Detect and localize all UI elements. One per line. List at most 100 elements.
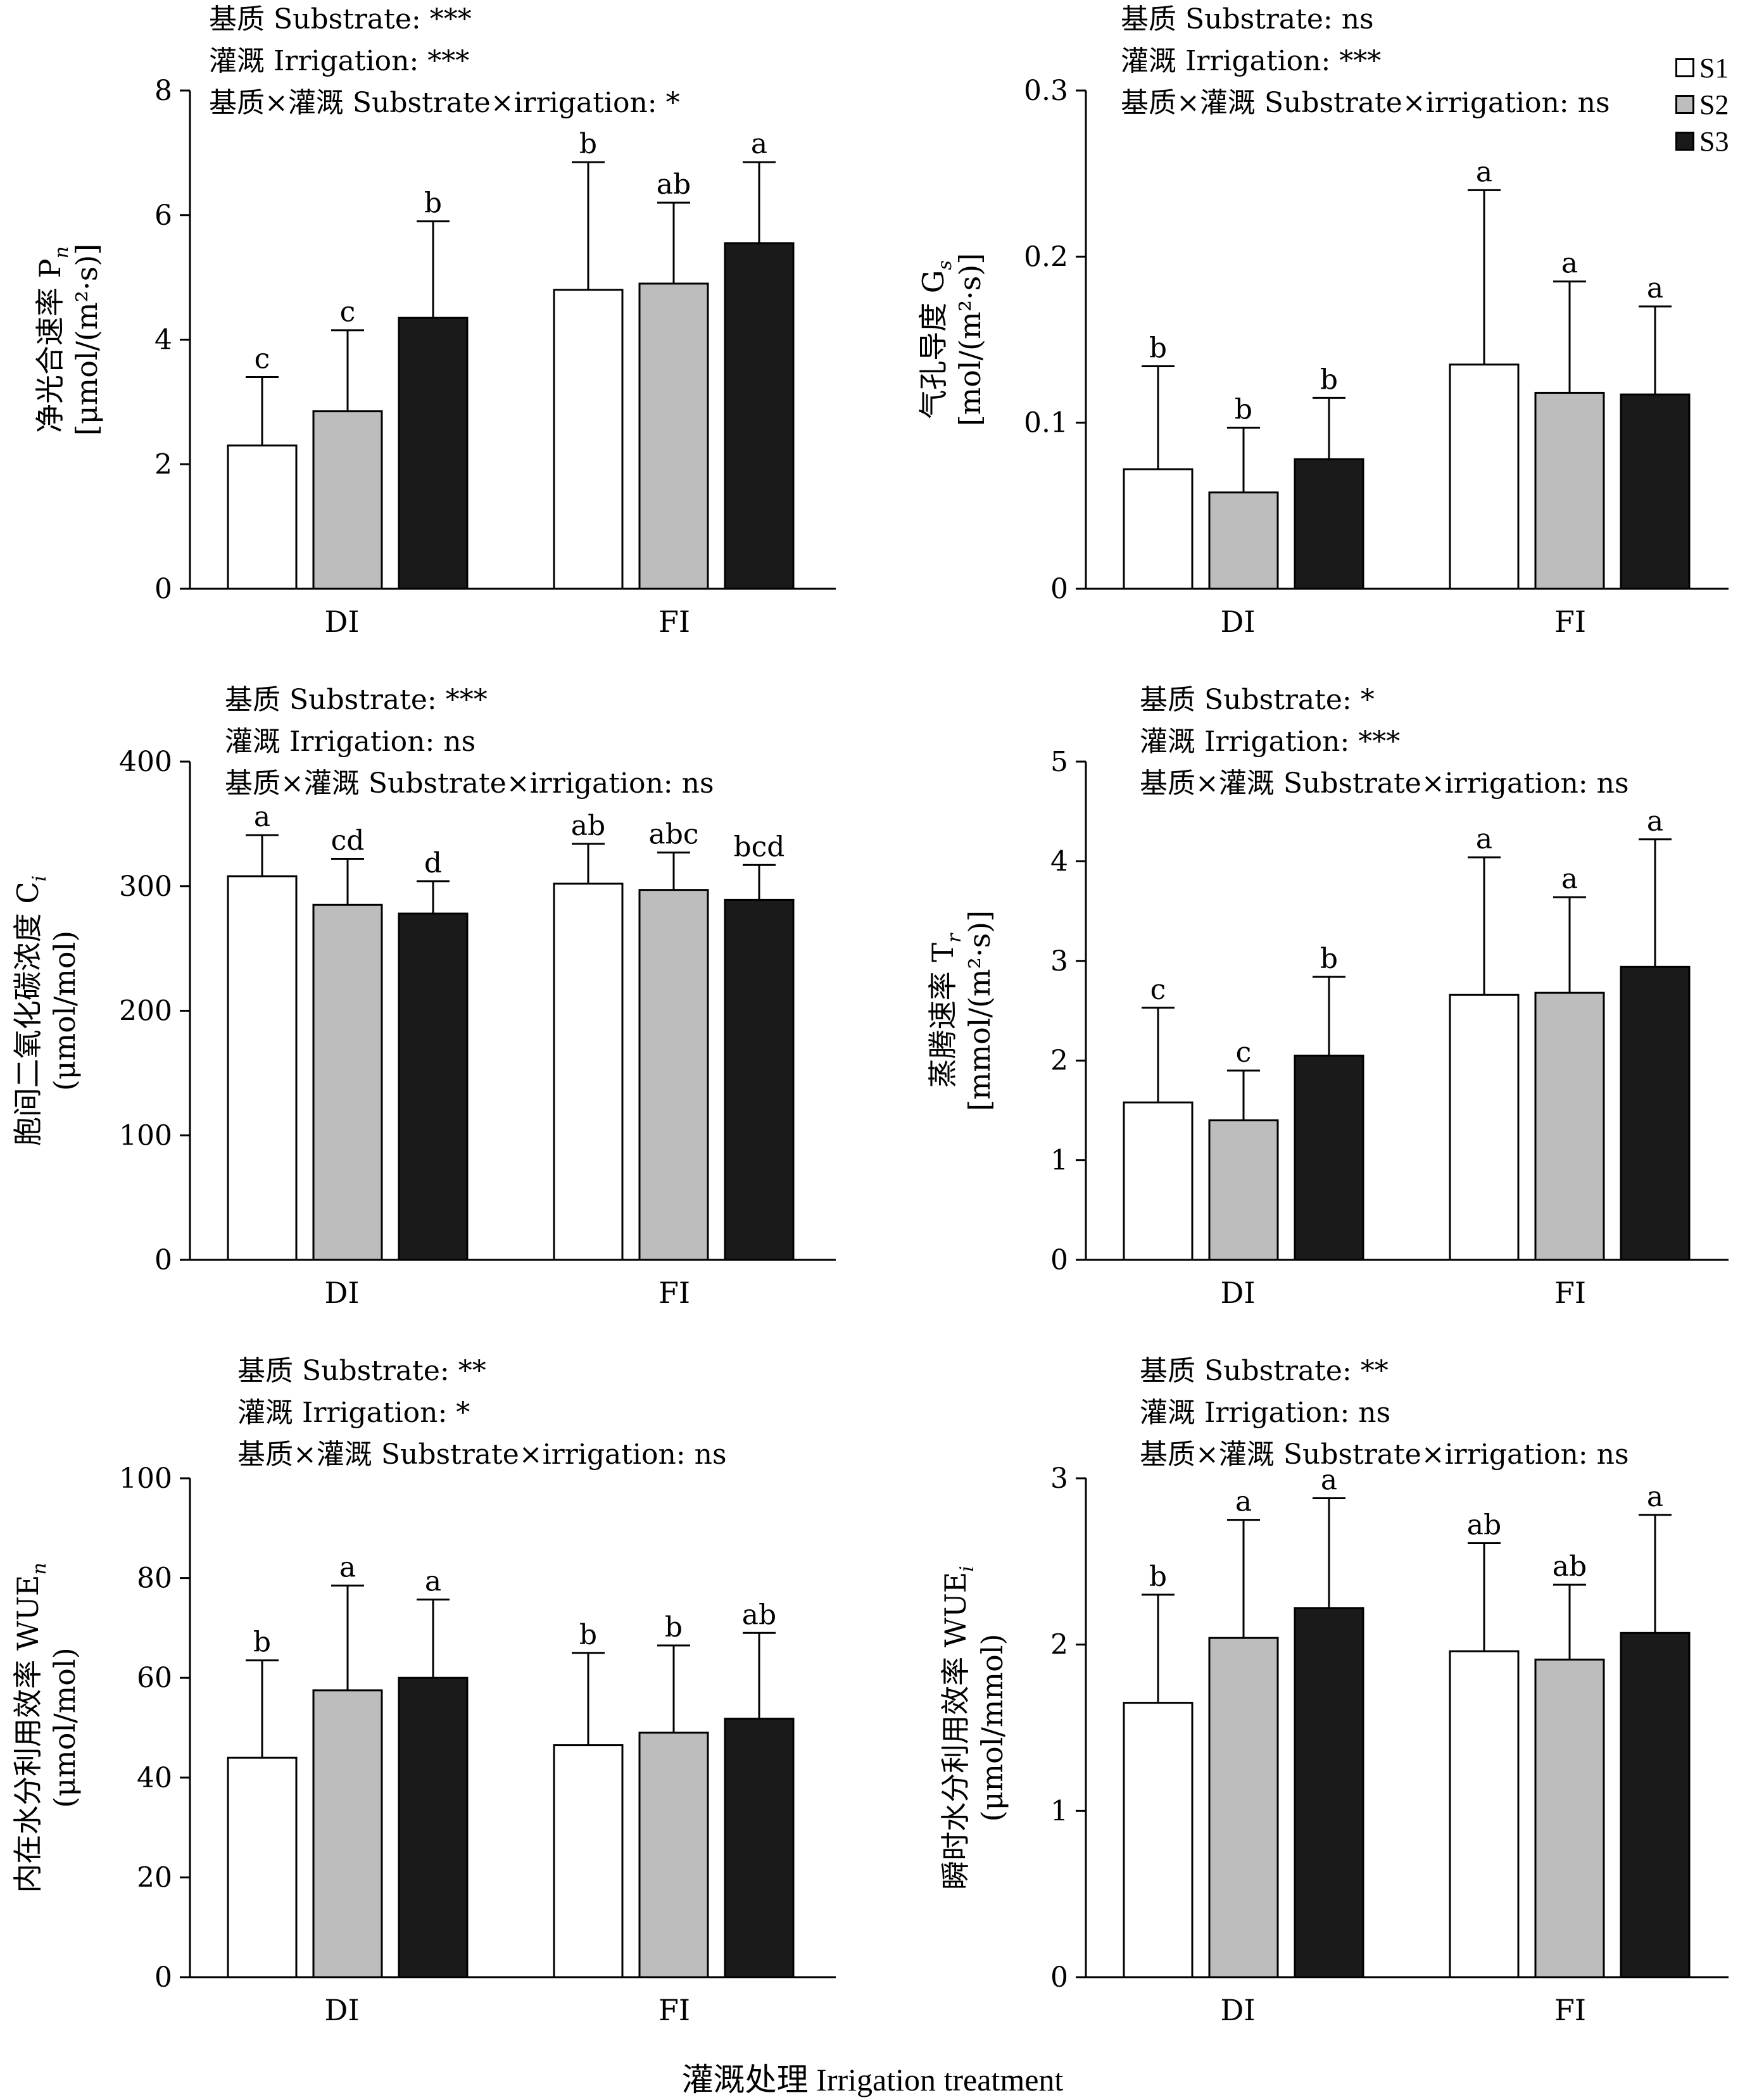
significance-letter: b <box>1149 332 1167 364</box>
y-tick-label: 80 <box>137 1562 172 1595</box>
significance-letter: b <box>579 1619 597 1651</box>
legend-item-s2: S2 <box>1675 86 1729 123</box>
x-category-label: DI <box>1220 1276 1255 1310</box>
y-tick-label: 0.1 <box>1024 407 1068 439</box>
x-category-label: DI <box>324 1276 359 1310</box>
bar-s3-di <box>398 317 469 590</box>
x-category-label: DI <box>1220 605 1255 639</box>
significance-letter: b <box>579 128 597 160</box>
legend-label-s2: S2 <box>1699 89 1729 120</box>
y-axis-title-unit: (μmol/mol) <box>47 1647 82 1808</box>
stats-annotation-line: 基质×灌溉 Substrate×irrigation: ns <box>1140 767 1629 800</box>
x-category-label: FI <box>658 1276 690 1310</box>
y-axis-title-subscript: r <box>943 933 966 943</box>
significance-letter: c <box>1236 1036 1252 1069</box>
y-axis-title-subscript: i <box>28 876 51 882</box>
stats-annotation-line: 灌溉 Irrigation: * <box>237 1397 470 1429</box>
bar-s3-di <box>398 912 469 1261</box>
x-category-label: FI <box>658 1993 690 2027</box>
significance-letter: a <box>1561 863 1578 895</box>
bar-s2-di <box>1208 1119 1279 1261</box>
significance-letter: b <box>1320 943 1338 975</box>
bar-s2-fi <box>638 282 709 590</box>
significance-letter: ab <box>657 168 691 201</box>
y-axis-title-unit: [mol/(m²·s)] <box>953 253 987 427</box>
significance-letter: b <box>1320 363 1338 396</box>
y-axis-title: 气孔导度 Gs[mol/(m²·s)] <box>916 253 987 427</box>
stats-annotation-line: 基质×灌溉 Substrate×irrigation: * <box>209 87 680 119</box>
y-tick-label: 40 <box>137 1762 172 1794</box>
y-tick-label: 0 <box>154 573 172 605</box>
bar-s2-di <box>1208 491 1279 590</box>
y-tick-label: 400 <box>119 746 172 778</box>
significance-letter: b <box>665 1611 683 1644</box>
stats-annotation-line: 基质 Substrate: * <box>1140 684 1375 716</box>
significance-letter: a <box>1321 1464 1337 1497</box>
x-category-label: FI <box>658 605 690 639</box>
significance-letter: b <box>253 1626 271 1659</box>
y-tick-label: 0 <box>1050 573 1068 605</box>
bar-s3-fi <box>1620 965 1691 1261</box>
stats-annotation-line: 基质 Substrate: ** <box>1140 1355 1389 1387</box>
y-axis-title-main: 蒸腾速率 T <box>926 943 960 1088</box>
bar-s1-fi <box>553 1744 624 1978</box>
y-tick-label: 4 <box>1050 845 1068 877</box>
y-axis-title: 瞬时水分利用效率 WUEi (μmol/mmol) <box>938 1566 1009 1890</box>
bar-s2-di <box>312 903 383 1261</box>
x-category-label: DI <box>324 1993 359 2027</box>
y-tick-label: 6 <box>154 199 172 232</box>
significance-letter: a <box>339 1551 356 1583</box>
legend-swatch-s2 <box>1675 95 1694 114</box>
bar-s3-fi <box>724 242 795 590</box>
bar-s3-fi <box>724 1718 795 1978</box>
y-axis-title-main: 瞬时水分利用效率 WUE <box>938 1572 973 1890</box>
y-axis-title-subscript: n <box>28 1562 51 1575</box>
significance-letter: a <box>1476 823 1492 855</box>
y-tick-label: 0 <box>154 1244 172 1276</box>
significance-letter: a <box>1647 272 1663 305</box>
significance-letter: ab <box>742 1599 776 1631</box>
stats-annotation-line: 灌溉 Irrigation: ns <box>225 726 476 758</box>
bar-s1-di <box>227 444 298 590</box>
stats-annotation-line: 基质 Substrate: ** <box>237 1355 486 1387</box>
significance-letter: cd <box>331 824 365 857</box>
significance-letter: a <box>1235 1486 1252 1518</box>
bar-s1-di <box>227 1756 298 1978</box>
legend-swatch-s1 <box>1675 58 1694 77</box>
y-axis-title-main: 净光合速率 P <box>33 258 67 433</box>
bar-s1-di <box>1123 1101 1194 1261</box>
y-tick-label: 100 <box>119 1462 172 1495</box>
significance-letter: a <box>1647 805 1663 838</box>
bar-s3-di <box>398 1676 469 1978</box>
chart-panel-4: 0 1 2 3 4 5 DI FI c a c a b a 基质 Substrate: * 灌溉 Irriga… <box>926 684 1729 1310</box>
significance-letter: a <box>254 801 270 833</box>
significance-letter: a <box>1476 156 1492 188</box>
y-tick-label: 2 <box>154 448 172 481</box>
y-axis-title: 内在水分利用效率 WUEn (μmol/mol) <box>11 1562 82 1893</box>
y-axis-title: 胞间二氧化碳浓度 Ci (μmol/mol) <box>11 876 82 1146</box>
y-tick-label: 3 <box>1050 1462 1068 1495</box>
y-axis-title-subscript: s <box>934 260 956 270</box>
y-tick-label: 1 <box>1050 1145 1068 1177</box>
significance-letter: a <box>425 1565 441 1597</box>
bar-s1-di <box>1123 468 1194 590</box>
significance-letter: a <box>751 128 767 160</box>
legend-label-s3: S3 <box>1699 125 1729 157</box>
y-axis-title-main: 内在水分利用效率 WUE <box>11 1575 45 1893</box>
bar-s3-fi <box>724 898 795 1261</box>
x-category-label: FI <box>1554 1276 1586 1310</box>
bar-s2-fi <box>1534 1658 1605 1978</box>
bar-s1-fi <box>553 883 624 1261</box>
legend-swatch-s3 <box>1675 132 1694 151</box>
stats-annotation-line: 灌溉 Irrigation: *** <box>1121 45 1381 77</box>
legend: S1 S2 S3 <box>1675 49 1729 160</box>
y-tick-label: 4 <box>154 324 172 356</box>
legend-label-s1: S1 <box>1699 52 1729 84</box>
significance-letter: a <box>1647 1481 1663 1513</box>
y-axis-title-unit: (μmol/mmol) <box>975 1634 1009 1822</box>
chart-panel-6: 0 1 2 3 DI FI b ab a ab a a 基质 Substrate: ** 灌溉 Irrig… <box>938 1355 1729 2027</box>
y-tick-label: 0 <box>1050 1244 1068 1276</box>
y-tick-label: 2 <box>1050 1045 1068 1077</box>
x-category-label: FI <box>1554 605 1586 639</box>
